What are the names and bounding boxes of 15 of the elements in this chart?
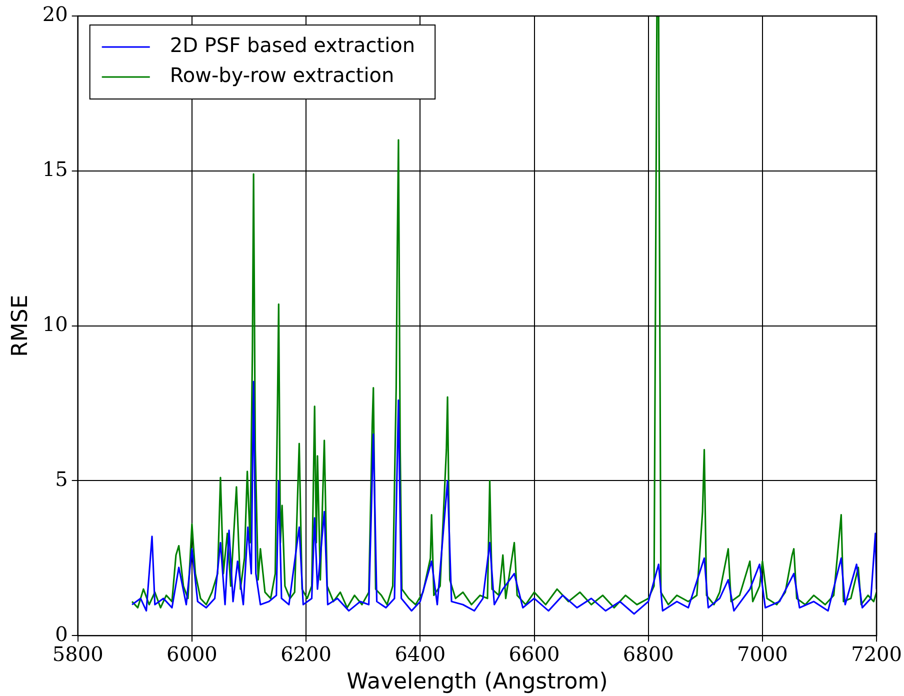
x-tick-label: 6000	[166, 642, 218, 666]
x-tick-label: 7200	[851, 642, 902, 666]
legend-label: 2D PSF based extraction	[170, 33, 416, 58]
x-axis-title: Wavelength (Angstrom)	[346, 670, 608, 695]
x-tick-label: 7000	[736, 642, 788, 666]
y-tick-label: 15	[42, 157, 68, 182]
y-tick-label: 5	[55, 466, 68, 491]
y-tick-label: 20	[42, 2, 68, 26]
y-tick-label: 10	[42, 312, 68, 336]
x-tick-label: 6200	[280, 642, 332, 666]
y-axis-title: RMSE	[8, 294, 33, 357]
legend-label: Row-by-row extraction	[170, 63, 394, 88]
x-tick-label: 6600	[508, 642, 560, 666]
x-tick-label: 6400	[394, 642, 446, 666]
x-tick-label: 6800	[622, 642, 674, 666]
